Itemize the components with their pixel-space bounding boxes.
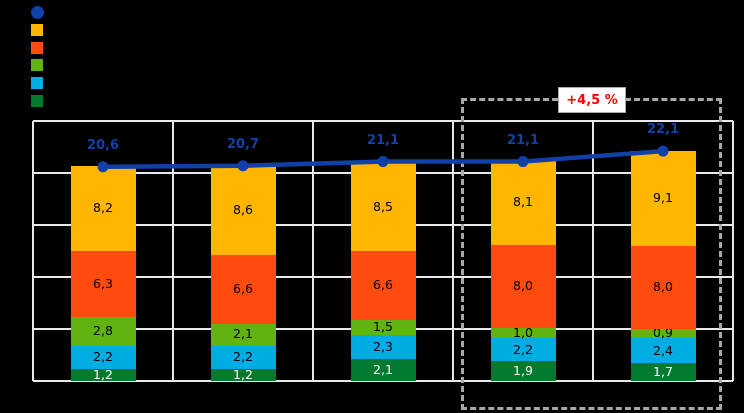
total-value-label: 22,1 bbox=[646, 122, 680, 138]
legend-item-series-orange-red bbox=[31, 41, 44, 55]
growth-annotation: +4,5 % bbox=[558, 87, 626, 113]
total-value-label: 21,1 bbox=[506, 132, 540, 148]
series-cyan-swatch-icon bbox=[31, 77, 43, 90]
legend-item-series-amber bbox=[31, 23, 44, 37]
series-amber-swatch-icon bbox=[31, 23, 43, 36]
total-line-marker-swatch-icon bbox=[31, 6, 44, 19]
growth-annotation-text: +4,5 % bbox=[566, 92, 618, 108]
series-green-swatch-icon bbox=[31, 59, 43, 72]
total-value-label: 20,7 bbox=[226, 136, 260, 152]
legend-item-series-cyan bbox=[31, 77, 44, 90]
series-orange-red-swatch-icon bbox=[31, 41, 43, 54]
total-value-label: 21,1 bbox=[366, 132, 400, 148]
total-value-label: 20,6 bbox=[86, 137, 120, 153]
legend-item-series-dark-green bbox=[31, 95, 44, 108]
legend bbox=[0, 0, 200, 115]
legend-item-total-line-marker bbox=[31, 6, 44, 19]
legend-item-series-green bbox=[31, 59, 44, 72]
series-dark-green-swatch-icon bbox=[31, 95, 43, 107]
